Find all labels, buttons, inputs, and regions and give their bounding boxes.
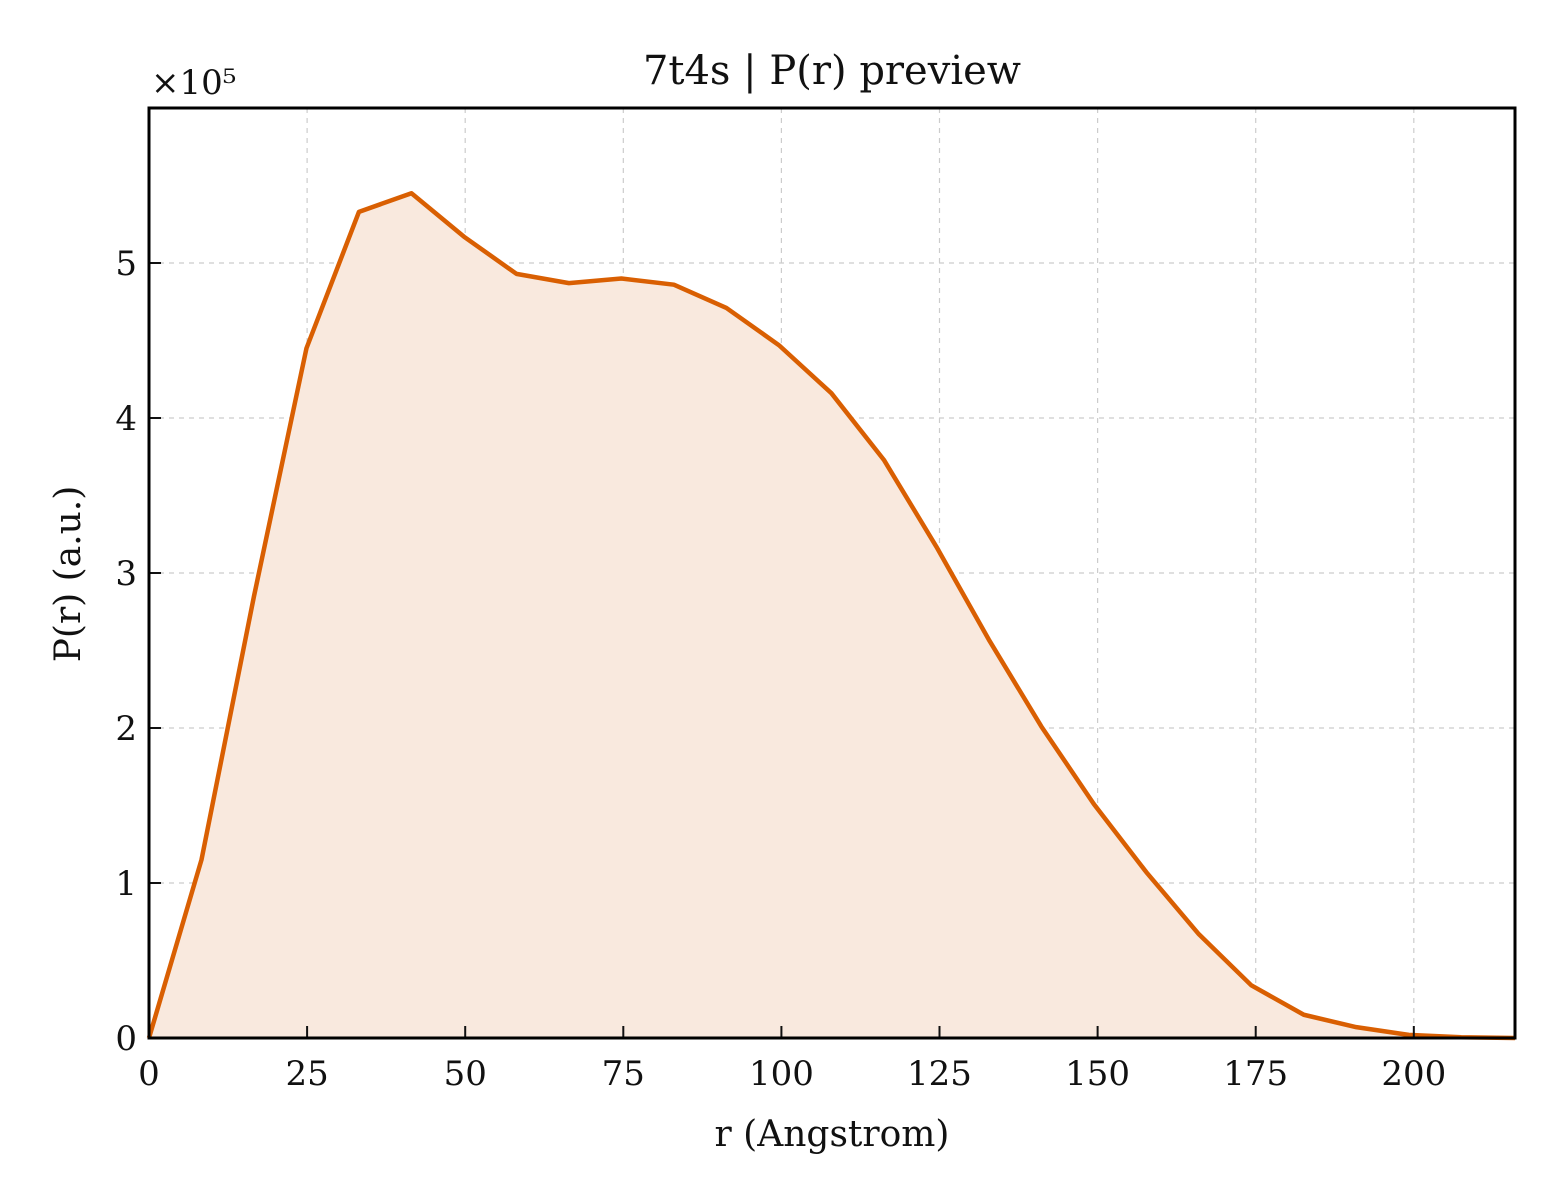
x-tick-label: 125	[907, 1054, 972, 1094]
x-axis-label: r (Angstrom)	[715, 1114, 950, 1155]
x-tick-label: 75	[602, 1054, 645, 1094]
y-axis-label: P(r) (a.u.)	[48, 486, 89, 663]
y-tick-label: 1	[115, 864, 137, 904]
y-tick-label: 3	[115, 554, 137, 594]
pr-area-fill	[149, 193, 1515, 1038]
x-tick-label: 175	[1223, 1054, 1288, 1094]
y-tick-label: 5	[115, 244, 137, 284]
axis-ticks: 0 25 50 75 100 125 150 175 200 0 1 2 3 4 5	[115, 244, 1446, 1094]
y-tick-label: 0	[115, 1019, 137, 1059]
y-tick-label: 2	[115, 709, 137, 749]
x-tick-label: 50	[444, 1054, 487, 1094]
x-tick-label: 150	[1065, 1054, 1130, 1094]
x-tick-label: 25	[285, 1054, 328, 1094]
x-tick-label: 200	[1381, 1054, 1446, 1094]
y-tick-label: 4	[115, 399, 137, 439]
x-tick-label: 100	[749, 1054, 814, 1094]
y-offset-text: ×10⁵	[151, 63, 236, 103]
plot-frame	[147, 106, 1517, 1040]
chart-title: 7t4s | P(r) preview	[643, 48, 1021, 94]
pr-series-line	[146, 191, 1516, 1041]
x-tick-label: 0	[138, 1054, 160, 1094]
